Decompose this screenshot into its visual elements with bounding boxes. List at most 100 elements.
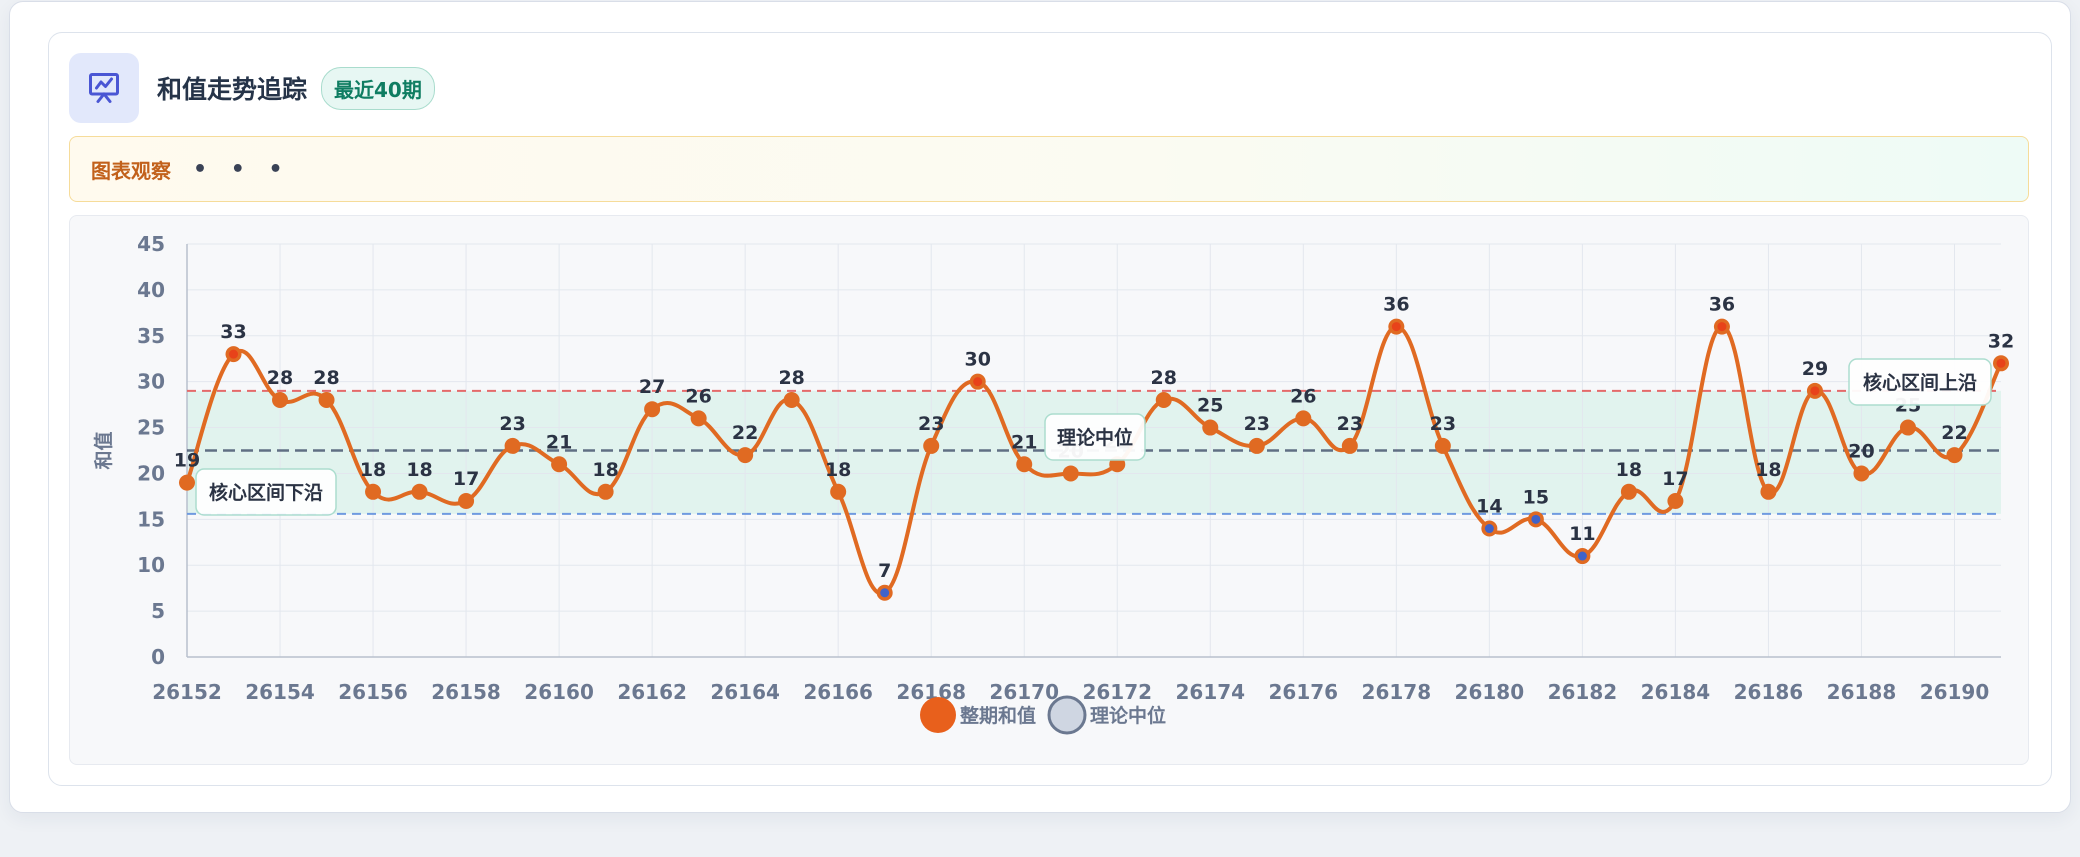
data-label: 28 xyxy=(1151,367,1177,389)
y-axis-label: 和值 xyxy=(92,431,115,469)
legend-label-median[interactable]: 理论中位 xyxy=(1090,704,1166,727)
data-point[interactable] xyxy=(923,437,940,454)
data-point[interactable] xyxy=(1667,492,1684,509)
data-label: 23 xyxy=(499,413,525,435)
card-header: 和值走势追踪 最近40期 xyxy=(69,53,435,123)
x-tick-label: 26174 xyxy=(1175,680,1245,704)
period-badge: 最近40期 xyxy=(321,66,435,110)
data-point[interactable] xyxy=(1155,392,1172,409)
data-point[interactable] xyxy=(1202,419,1219,436)
chart-area: 0 5 10 15 20 25 30 35 40 45 26152 26154 26156 26158 26… xyxy=(69,215,2029,765)
y-tick-label: 30 xyxy=(137,370,165,394)
data-point[interactable] xyxy=(1016,456,1033,473)
data-point[interactable] xyxy=(1295,410,1312,427)
data-label: 22 xyxy=(732,422,758,444)
x-tick-label: 26172 xyxy=(1082,680,1152,704)
x-tick-label: 26188 xyxy=(1827,680,1897,704)
lower-band-annotation-box xyxy=(195,468,337,516)
data-label: 36 xyxy=(1383,294,1409,316)
x-tick-label: 26166 xyxy=(803,680,873,704)
data-label: 29 xyxy=(1802,358,1828,380)
data-label: 18 xyxy=(406,459,432,481)
data-point[interactable] xyxy=(1899,419,1916,436)
data-point[interactable] xyxy=(783,392,800,409)
x-tick-label: 26176 xyxy=(1269,680,1339,704)
data-point[interactable] xyxy=(1341,437,1358,454)
legend-swatch-median[interactable] xyxy=(1047,695,1087,735)
y-tick-label: 20 xyxy=(137,461,165,485)
upper-band-annotation-box xyxy=(1848,358,1992,406)
data-point[interactable] xyxy=(551,456,568,473)
legend-swatch-series[interactable] xyxy=(920,697,956,733)
x-tick-label: 26160 xyxy=(524,680,594,704)
data-label: 26 xyxy=(1290,385,1316,407)
legend-label-series[interactable]: 整期和值 xyxy=(960,704,1036,727)
data-label: 21 xyxy=(1011,431,1037,453)
x-tick-label: 26156 xyxy=(338,680,408,704)
data-point[interactable] xyxy=(737,447,754,464)
data-point[interactable] xyxy=(1946,447,1963,464)
data-label: 32 xyxy=(1988,330,2014,352)
x-tick-label: 26158 xyxy=(431,680,501,704)
data-point[interactable] xyxy=(318,392,335,409)
y-tick-label: 0 xyxy=(151,645,165,669)
data-label: 28 xyxy=(313,367,339,389)
data-label: 27 xyxy=(639,376,665,398)
data-point[interactable] xyxy=(1620,483,1637,500)
data-label: 21 xyxy=(546,431,572,453)
data-label: 18 xyxy=(1616,459,1642,481)
x-tick-label: 26162 xyxy=(617,680,687,704)
data-point[interactable] xyxy=(1853,465,1870,482)
y-tick-label: 5 xyxy=(151,599,165,623)
data-point[interactable] xyxy=(179,474,195,491)
data-label: 11 xyxy=(1569,523,1595,545)
data-point[interactable] xyxy=(830,483,847,500)
x-tick-label: 26182 xyxy=(1548,680,1618,704)
x-tick-label: 26178 xyxy=(1362,680,1432,704)
observation-label: 图表观察 xyxy=(91,158,171,183)
data-point-low-marker xyxy=(1531,514,1541,524)
data-label: 17 xyxy=(1662,468,1688,490)
data-point-high-marker xyxy=(229,349,239,359)
page-title: 和值走势追踪 xyxy=(157,75,308,104)
upper-band-annotation-text: 核心区间上沿 xyxy=(1863,371,1977,394)
observation-content[interactable]: • • • xyxy=(193,156,291,182)
data-label: 28 xyxy=(267,367,293,389)
data-point[interactable] xyxy=(644,401,661,418)
data-label: 26 xyxy=(685,385,711,407)
data-point[interactable] xyxy=(272,392,289,409)
data-point[interactable] xyxy=(504,437,521,454)
chart-card: 和值走势追踪 最近40期 图表观察 • • • 0 5 10 15 20 25 30 35 40… xyxy=(48,32,2052,786)
data-point[interactable] xyxy=(597,483,614,500)
observation-banner[interactable]: 图表观察 • • • xyxy=(69,136,2029,202)
data-point-low-marker xyxy=(1484,524,1494,534)
y-tick-label: 45 xyxy=(137,232,165,256)
x-tick-label: 26180 xyxy=(1455,680,1525,704)
data-label: 20 xyxy=(1848,440,1874,462)
data-label: 15 xyxy=(1523,486,1549,508)
x-tick-label: 26164 xyxy=(710,680,780,704)
data-point[interactable] xyxy=(1248,437,1265,454)
x-tick-label: 26152 xyxy=(152,680,222,704)
outer-panel: 和值走势追踪 最近40期 图表观察 • • • 0 5 10 15 20 25 30 35 40… xyxy=(9,1,2071,813)
data-point-high-marker xyxy=(1996,358,2006,368)
data-label: 18 xyxy=(592,459,618,481)
data-point[interactable] xyxy=(458,492,475,509)
data-point[interactable] xyxy=(1062,465,1079,482)
data-label: 18 xyxy=(1755,459,1781,481)
data-point[interactable] xyxy=(1434,437,1451,454)
data-label: 30 xyxy=(964,349,990,371)
y-tick-label: 10 xyxy=(137,553,165,577)
y-tick-label: 25 xyxy=(137,416,165,440)
data-point-low-marker xyxy=(880,588,890,598)
lower-band-annotation-text: 核心区间下沿 xyxy=(209,481,323,504)
data-point[interactable] xyxy=(690,410,707,427)
y-tick-label: 40 xyxy=(137,278,165,302)
data-point[interactable] xyxy=(1760,483,1777,500)
data-point[interactable] xyxy=(365,483,382,500)
data-label: 17 xyxy=(453,468,479,490)
median-annotation-box xyxy=(1044,413,1146,461)
data-point[interactable] xyxy=(411,483,428,500)
data-label: 18 xyxy=(360,459,386,481)
x-tick-label: 26190 xyxy=(1920,680,1990,704)
